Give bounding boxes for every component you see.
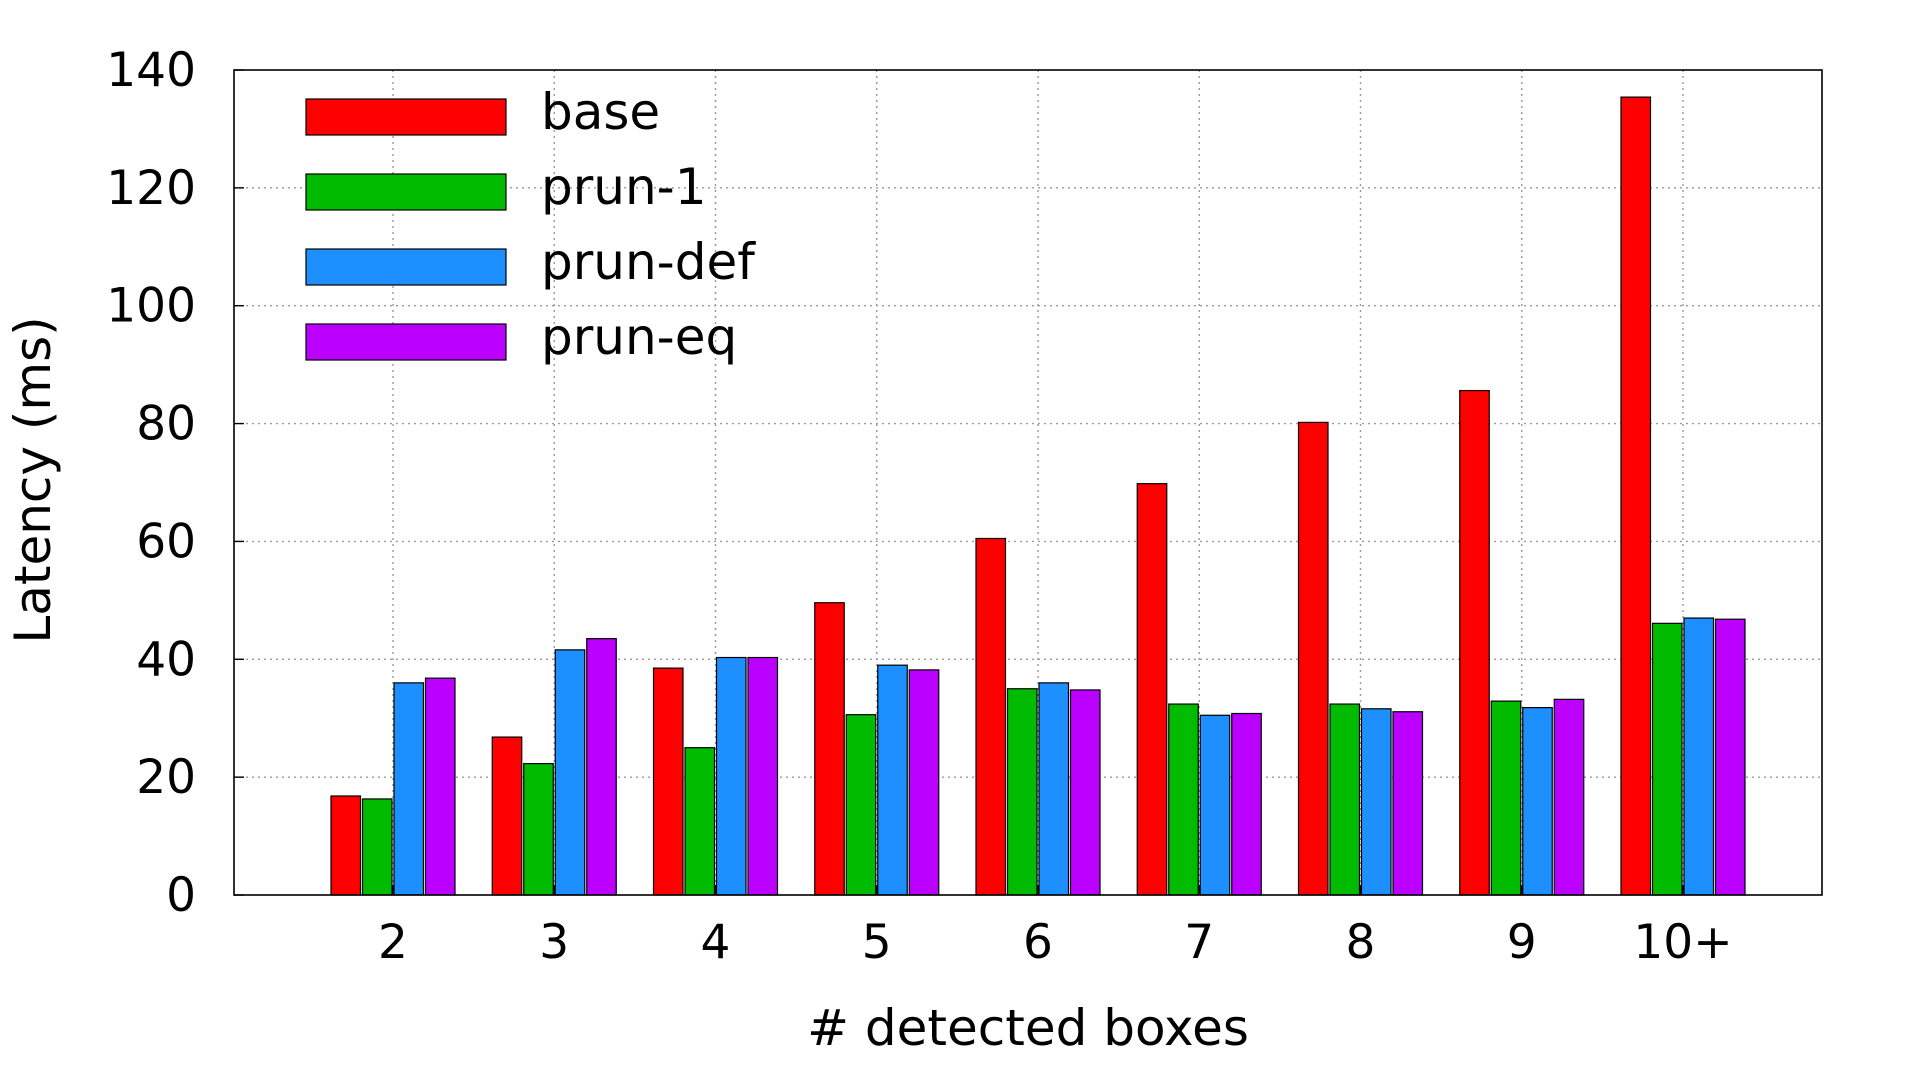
bar-prun-1-9 xyxy=(1490,700,1522,896)
legend-label-prun-1: prun-1 xyxy=(541,158,707,216)
bar-prun-1-4 xyxy=(684,747,716,896)
bar-prun-def-10+ xyxy=(1683,617,1715,896)
x-tick-label: 6 xyxy=(1023,915,1053,970)
bar-base-8 xyxy=(1297,421,1329,896)
x-tick-label: 8 xyxy=(1346,915,1376,970)
x-tick-label: 2 xyxy=(378,915,408,970)
bar-base-9 xyxy=(1459,389,1490,896)
x-tick-label: 3 xyxy=(539,915,569,970)
legend-swatch-prun-eq xyxy=(305,323,507,361)
bar-prun-1-6 xyxy=(1006,688,1038,896)
bar-prun-eq-4 xyxy=(747,656,779,896)
bar-prun-1-2 xyxy=(361,798,393,896)
x-tick-label: 4 xyxy=(701,915,731,970)
bar-prun-def-5 xyxy=(877,664,908,896)
x-axis-label: # detected boxes xyxy=(807,999,1249,1057)
bar-prun-eq-6 xyxy=(1069,689,1101,896)
x-tick-label: 5 xyxy=(862,915,892,970)
y-tick-label: 120 xyxy=(106,161,196,216)
x-tick-label: 10+ xyxy=(1633,915,1732,970)
y-tick-label: 100 xyxy=(106,279,196,334)
legend-label-base: base xyxy=(541,83,660,141)
y-axis-ticks: 0 20 40 60 80 100 120 140 xyxy=(106,43,244,923)
legend-swatch-prun-1 xyxy=(305,173,507,211)
y-tick-label: 0 xyxy=(166,868,196,923)
y-tick-label: 40 xyxy=(136,632,196,687)
bar-prun-eq-8 xyxy=(1392,711,1424,896)
bars xyxy=(330,96,1746,896)
x-tick-label: 9 xyxy=(1507,915,1537,970)
bar-prun-1-8 xyxy=(1329,703,1361,896)
bar-prun-eq-2 xyxy=(424,677,456,896)
bar-base-3 xyxy=(491,736,523,896)
bar-prun-eq-7 xyxy=(1231,712,1262,896)
bar-prun-eq-5 xyxy=(908,669,940,896)
y-axis-label: Latency (ms) xyxy=(4,316,62,643)
bar-prun-1-10+ xyxy=(1651,622,1683,896)
bar-base-10+ xyxy=(1620,96,1652,896)
bar-base-4 xyxy=(652,667,684,896)
bar-base-2 xyxy=(330,795,362,896)
bar-prun-1-5 xyxy=(845,714,877,896)
legend-label-prun-def: prun-def xyxy=(541,233,756,291)
legend-swatch-base xyxy=(305,98,507,136)
legend-swatch-prun-def xyxy=(305,248,507,286)
x-axis-ticks: 2 3 4 5 6 7 8 9 10+ xyxy=(378,885,1733,970)
bar-prun-1-3 xyxy=(523,762,554,896)
legend: base prun-1 prun-def prun-eq xyxy=(305,83,756,366)
bar-prun-def-6 xyxy=(1038,682,1070,896)
bar-prun-eq-3 xyxy=(586,638,617,896)
y-tick-label: 80 xyxy=(136,397,196,452)
bar-prun-def-2 xyxy=(393,682,425,896)
y-tick-label: 140 xyxy=(106,43,196,98)
bar-prun-def-3 xyxy=(554,649,586,896)
bar-prun-def-8 xyxy=(1360,708,1392,896)
bar-base-7 xyxy=(1136,483,1168,896)
x-tick-label: 7 xyxy=(1184,915,1214,970)
legend-label-prun-eq: prun-eq xyxy=(541,308,737,366)
bar-base-5 xyxy=(814,602,845,896)
bar-prun-eq-9 xyxy=(1553,698,1585,896)
bar-prun-1-7 xyxy=(1168,703,1199,896)
plot-area-frame xyxy=(233,69,1823,896)
y-tick-label: 60 xyxy=(136,514,196,569)
bar-prun-eq-10+ xyxy=(1714,618,1746,896)
y-tick-label: 20 xyxy=(136,750,196,805)
bar-base-6 xyxy=(975,537,1007,896)
bar-prun-def-7 xyxy=(1199,714,1231,896)
bar-prun-def-9 xyxy=(1522,707,1553,896)
bar-prun-def-4 xyxy=(715,656,747,896)
